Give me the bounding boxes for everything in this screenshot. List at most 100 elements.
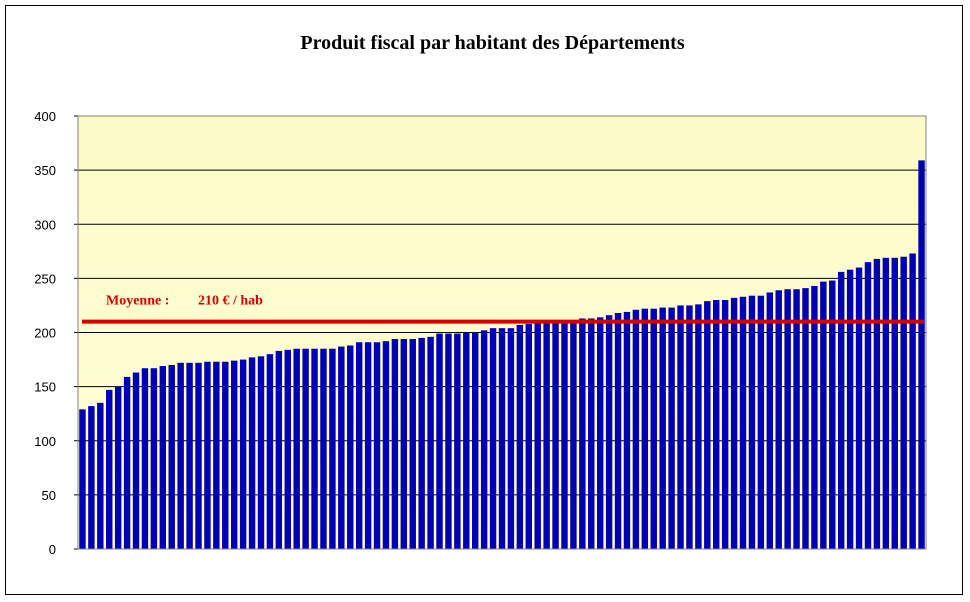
bar <box>195 362 202 549</box>
bar <box>543 321 550 549</box>
bar <box>766 292 774 549</box>
bar <box>311 348 318 549</box>
bar <box>623 311 631 549</box>
bar <box>498 328 506 549</box>
y-tick-label: 300 <box>34 217 56 232</box>
bar <box>641 308 649 549</box>
bar <box>891 257 898 549</box>
bar <box>480 330 488 549</box>
bar <box>525 323 532 549</box>
bar <box>704 301 711 549</box>
y-tick-label: 350 <box>34 163 56 178</box>
bar <box>454 333 461 549</box>
bar <box>106 389 113 549</box>
bar <box>757 295 765 549</box>
bar <box>472 332 479 549</box>
bar <box>186 362 193 549</box>
bar <box>873 258 881 549</box>
bar <box>829 280 836 549</box>
bar <box>784 289 791 549</box>
bar <box>177 362 184 549</box>
bar <box>561 321 568 549</box>
chart-title: Produit fiscal par habitant des Départem… <box>300 32 685 54</box>
bar <box>213 361 220 549</box>
bar <box>846 269 854 549</box>
bar <box>418 337 425 549</box>
bar <box>436 333 443 549</box>
bar <box>650 308 657 549</box>
bar <box>257 356 265 549</box>
bar <box>596 317 604 549</box>
bar <box>329 348 336 549</box>
bar <box>507 328 515 549</box>
average-label-value: 210 € / hab <box>198 294 263 309</box>
bar <box>489 328 497 549</box>
y-tick-label: 100 <box>34 434 56 449</box>
bar <box>695 304 702 549</box>
bar <box>150 368 158 549</box>
y-tick-label: 250 <box>34 271 56 286</box>
bar <box>320 348 327 549</box>
bar <box>445 333 452 549</box>
bar <box>79 409 86 549</box>
bar <box>820 281 827 549</box>
bar <box>730 297 738 549</box>
bar <box>534 321 541 549</box>
bar <box>463 332 470 549</box>
y-tick-label: 50 <box>42 488 56 503</box>
y-tick-label: 200 <box>34 326 56 341</box>
bar <box>802 288 809 549</box>
bar <box>391 339 399 549</box>
bar <box>400 339 408 549</box>
bar <box>614 313 622 549</box>
bar <box>793 289 800 549</box>
bar <box>409 339 416 549</box>
bar <box>588 318 595 549</box>
bar <box>909 253 916 550</box>
bar <box>713 300 720 549</box>
bar <box>159 366 167 549</box>
bar <box>373 342 381 549</box>
bar <box>97 402 104 549</box>
bar <box>570 321 577 549</box>
bar <box>605 315 613 549</box>
bar <box>248 357 256 549</box>
bar <box>882 257 890 549</box>
bar <box>721 300 729 549</box>
bar <box>516 324 524 549</box>
bar <box>900 256 907 549</box>
bar <box>293 348 300 549</box>
bar <box>204 361 211 549</box>
y-tick-label: 0 <box>49 542 56 557</box>
bar <box>659 307 666 549</box>
bar <box>775 290 782 549</box>
bar <box>275 350 283 549</box>
bar <box>382 341 390 549</box>
bar <box>579 318 586 549</box>
bar <box>355 342 363 549</box>
y-axis: 0 50 100 150 200 250 300 350 400 <box>34 109 79 557</box>
average-label-prefix: Moyenne : <box>106 294 169 309</box>
bar <box>855 267 863 549</box>
bar <box>739 296 747 549</box>
bar <box>632 309 640 549</box>
bar <box>427 336 434 549</box>
bar <box>811 285 818 549</box>
bar <box>231 360 238 549</box>
bar <box>168 364 175 549</box>
bar <box>132 372 140 549</box>
plot-border <box>77 115 927 550</box>
bar <box>748 295 756 549</box>
bar <box>302 348 309 549</box>
bar <box>123 376 131 549</box>
y-tick-label: 150 <box>34 380 56 395</box>
bar <box>114 386 122 550</box>
bar <box>88 406 95 549</box>
bar <box>284 349 291 549</box>
y-tick-label: 400 <box>34 109 56 124</box>
bar <box>347 345 354 549</box>
bar <box>864 262 872 549</box>
bar <box>222 361 229 549</box>
bar <box>141 368 149 549</box>
